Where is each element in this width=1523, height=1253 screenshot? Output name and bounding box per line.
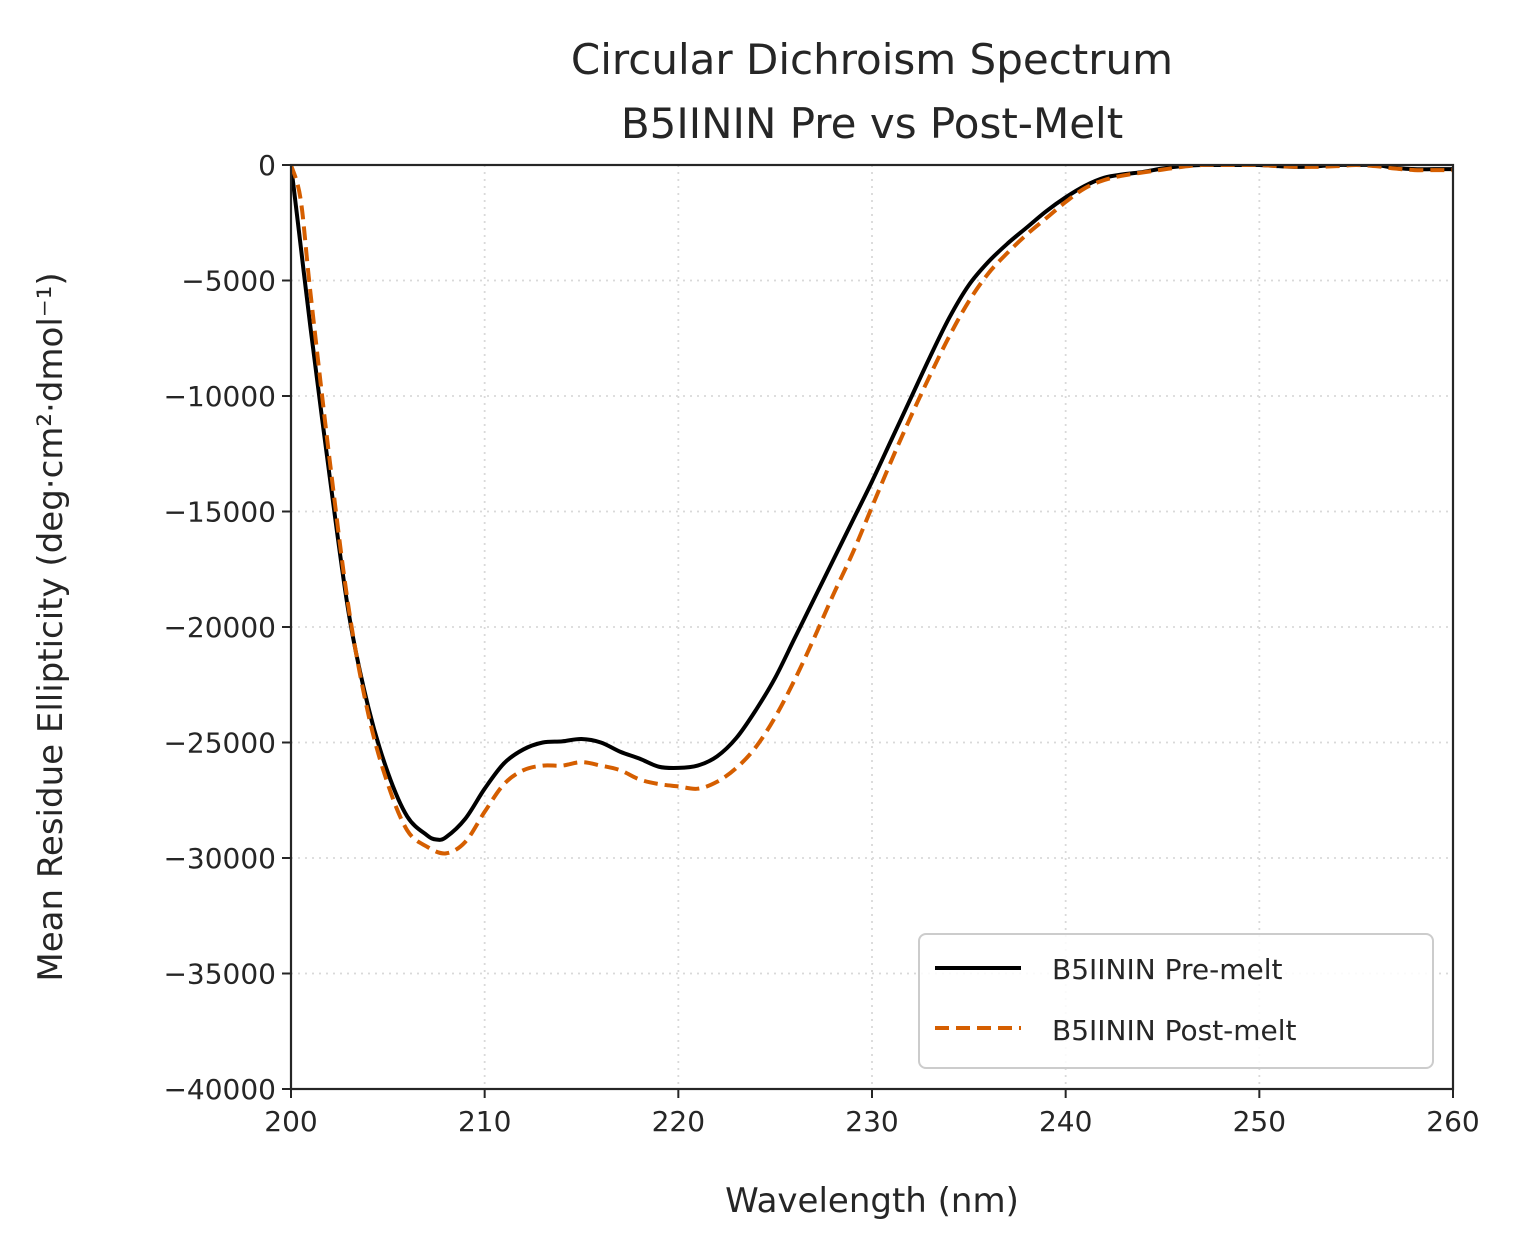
series-line-pre-melt <box>291 165 1453 842</box>
legend-label-post-melt: B5IININ Post-melt <box>1052 1014 1297 1047</box>
x-tick-label: 200 <box>264 1105 317 1138</box>
y-tick-label: −5000 <box>181 265 276 298</box>
x-tick-label: 240 <box>1039 1105 1092 1138</box>
chart-title: Circular Dichroism Spectrum <box>571 35 1173 84</box>
x-tick-label: 250 <box>1233 1105 1286 1138</box>
y-tick-label: −35000 <box>163 958 276 991</box>
x-tick-label: 220 <box>652 1105 705 1138</box>
axis-ticks: 200 210 220 230 240 250 260 0 −5000 −10000 −15000 −… <box>163 149 1479 1138</box>
y-tick-label: −25000 <box>163 727 276 760</box>
legend: B5IININ Pre-melt B5IININ Post-melt <box>918 933 1434 1069</box>
y-tick-label: −20000 <box>163 611 276 644</box>
legend-label-pre-melt: B5IININ Pre-melt <box>1052 953 1282 986</box>
x-tick-label: 260 <box>1426 1105 1479 1138</box>
x-axis-title: Wavelength (nm) <box>725 1181 1019 1221</box>
chart-subtitle: B5IININ Pre vs Post-Melt <box>621 99 1123 148</box>
y-axis-title: Mean Residue Ellipticity (deg·cm²·dmol⁻¹… <box>31 272 71 981</box>
y-tick-label: −15000 <box>163 496 276 529</box>
x-tick-label: 210 <box>458 1105 511 1138</box>
series-line-post-melt <box>291 165 1453 856</box>
y-tick-label: −10000 <box>163 380 276 413</box>
y-tick-label: −40000 <box>163 1073 276 1106</box>
series-lines <box>291 165 1453 856</box>
y-tick-label: 0 <box>258 149 276 182</box>
legend-box <box>918 933 1434 1069</box>
x-tick-label: 230 <box>845 1105 898 1138</box>
y-tick-label: −30000 <box>163 842 276 875</box>
